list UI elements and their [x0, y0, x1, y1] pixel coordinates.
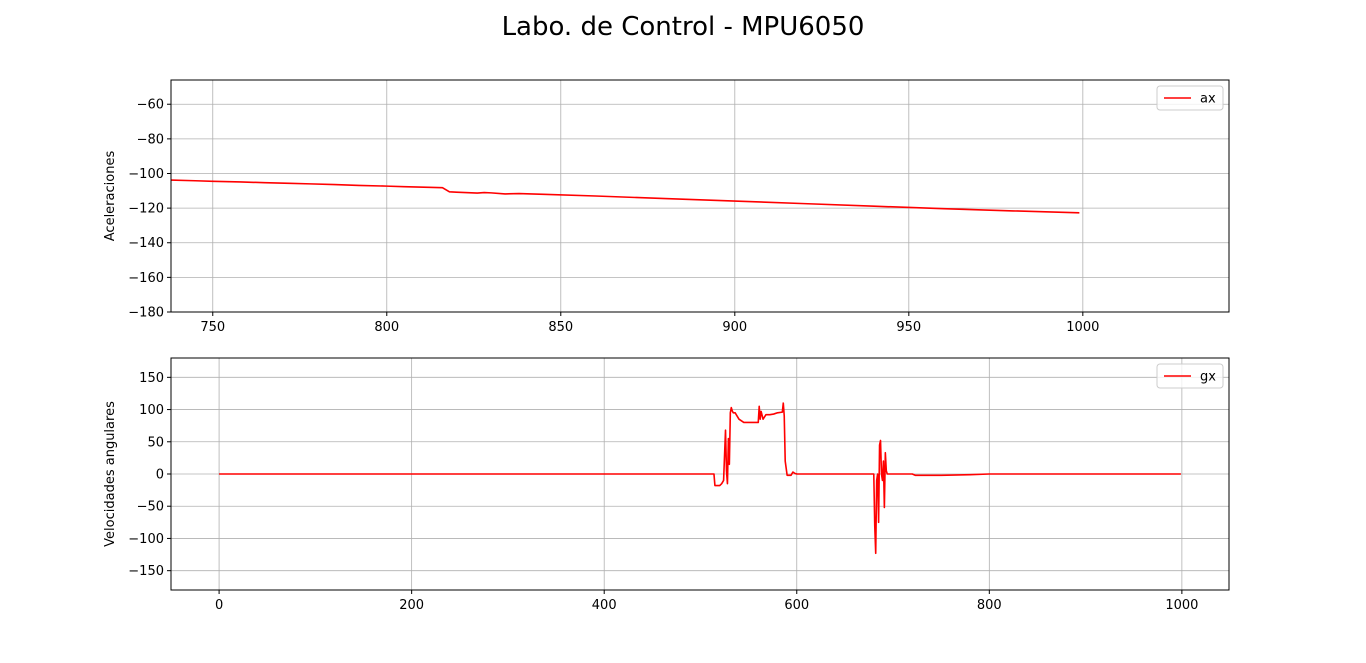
angular-velocities-subplot: 0 200 400 600 800 1000 −150 −100 −50 0 50 100 150 Vel… — [103, 357, 1230, 613]
y-axis-label: Velocidades angulares — [103, 401, 118, 547]
legend-label-gx: gx — [1200, 370, 1216, 385]
y-tick-label: 50 — [147, 435, 164, 450]
y-tick-label: 100 — [139, 403, 164, 418]
y-tick-label: −100 — [128, 532, 164, 547]
y-tick-label: −50 — [137, 500, 164, 515]
x-tick-label: 1000 — [1066, 320, 1099, 335]
x-tick-label: 1000 — [1165, 598, 1198, 613]
x-tick-label: 0 — [215, 598, 223, 613]
x-tick-label: 800 — [977, 598, 1002, 613]
x-tick-label: 600 — [784, 598, 809, 613]
axes-frame — [170, 79, 1230, 313]
y-axis-label: Aceleraciones — [103, 151, 118, 242]
y-tick-label: −180 — [128, 306, 164, 321]
legend-label-ax: ax — [1200, 92, 1216, 107]
series-line-ax — [170, 179, 1080, 214]
legend: ax — [1156, 85, 1224, 111]
figure-title: Labo. de Control - MPU6050 — [502, 12, 865, 42]
x-tick-label: 750 — [200, 320, 225, 335]
series-line-gx — [219, 402, 1181, 555]
x-tick-label: 400 — [592, 598, 617, 613]
accelerations-subplot: 750 800 850 900 950 1000 −180 −160 −140 −120 −100 −… — [103, 79, 1230, 335]
y-tick-label: 0 — [156, 468, 164, 483]
y-tick-label: −140 — [128, 236, 164, 251]
y-tick-label: −160 — [128, 271, 164, 286]
y-tick-label: 150 — [139, 371, 164, 386]
y-tick-label: −150 — [128, 564, 164, 579]
x-tick-label: 950 — [896, 320, 921, 335]
y-tick-label: −80 — [137, 132, 164, 147]
legend: gx — [1156, 363, 1224, 389]
x-tick-label: 800 — [374, 320, 399, 335]
x-tick-label: 200 — [399, 598, 424, 613]
y-tick-label: −120 — [128, 202, 164, 217]
y-tick-label: −60 — [137, 98, 164, 113]
x-tick-label: 850 — [548, 320, 573, 335]
y-tick-label: −100 — [128, 167, 164, 182]
x-tick-label: 900 — [722, 320, 747, 335]
